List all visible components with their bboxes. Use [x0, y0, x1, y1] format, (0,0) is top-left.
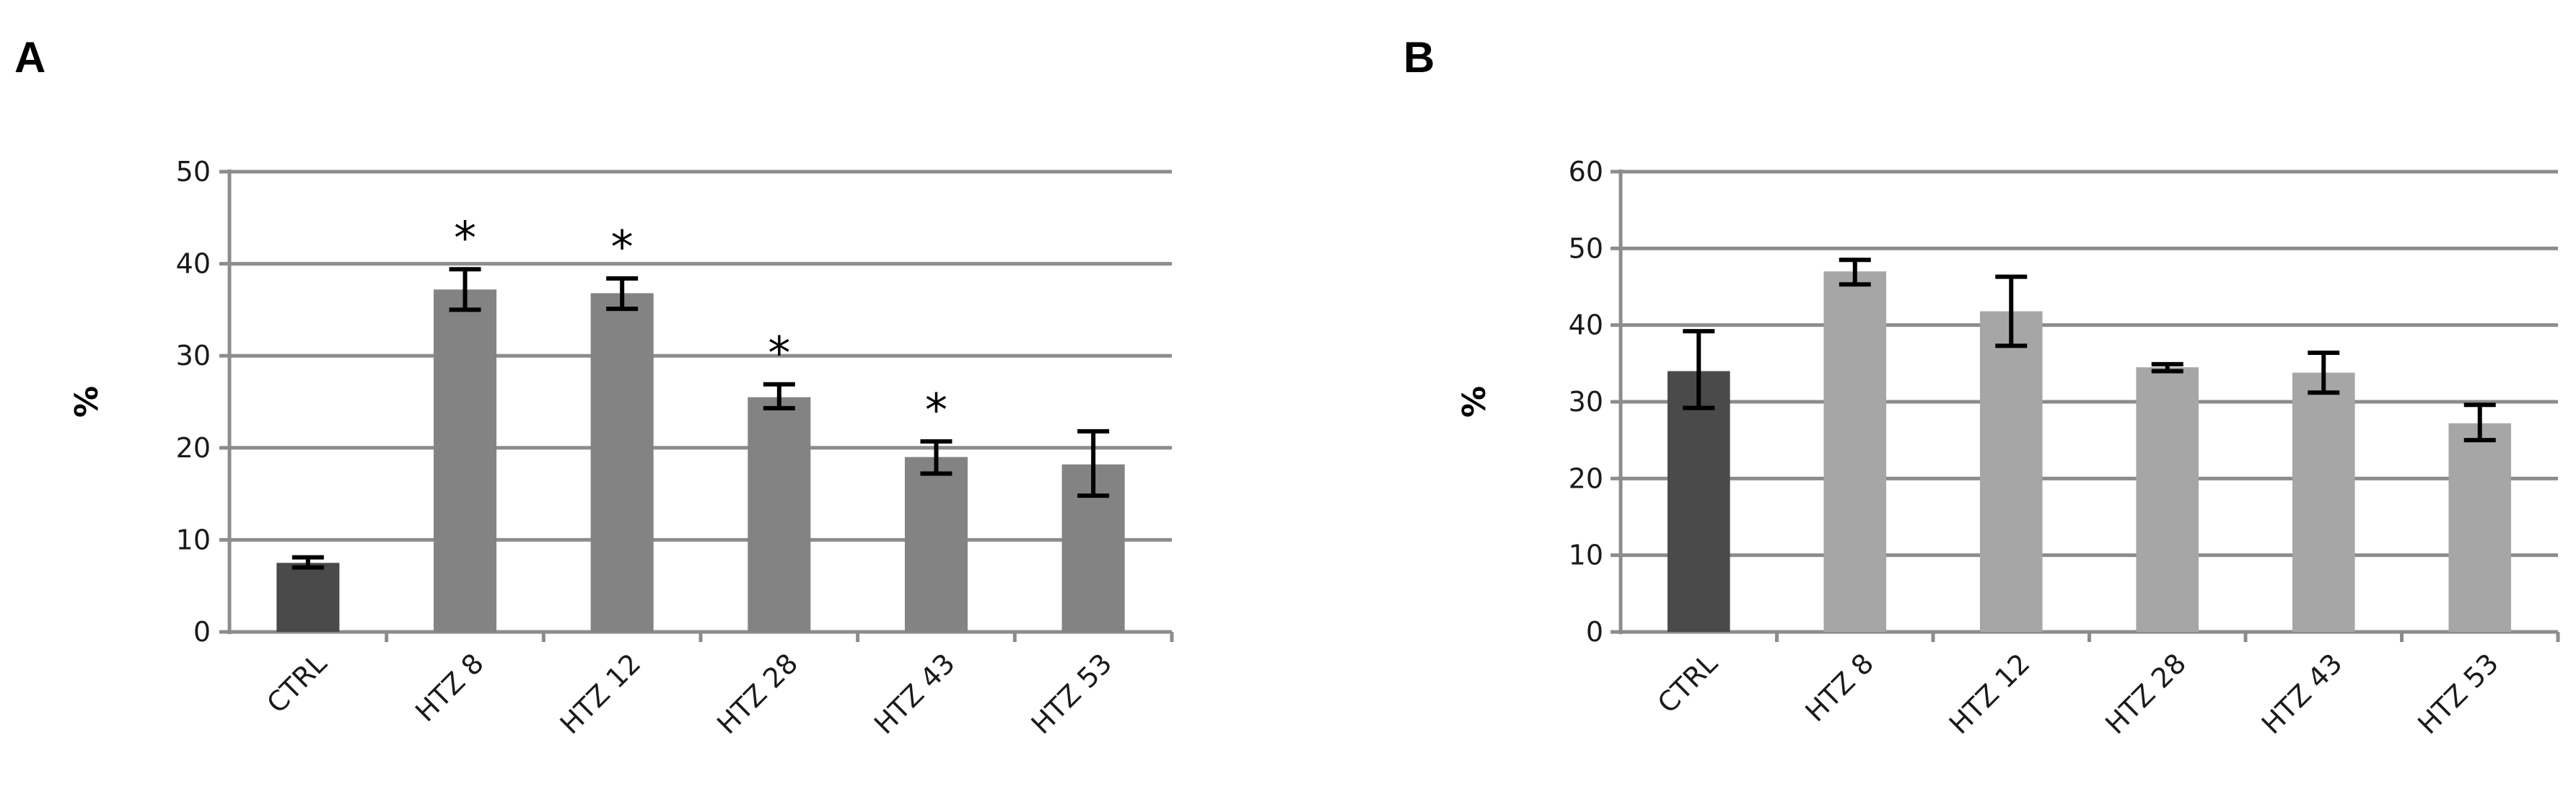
chart-panel-b: B 0 10 20 30 40 50 60% CTRL HTZ 8 HTZ 12 HTZ 28 HTZ … — [1403, 33, 2560, 740]
significance-marker: * — [768, 327, 790, 379]
y-tick-label: 50 — [1569, 232, 1603, 264]
x-tick-label: CTRL — [260, 647, 333, 719]
bar-htz-12 — [590, 293, 654, 632]
error-bar — [920, 439, 952, 476]
error-bar — [606, 276, 639, 312]
y-tick-label: 20 — [176, 432, 211, 464]
y-tick-label: 10 — [1569, 540, 1603, 571]
bar-htz-12 — [1979, 311, 2043, 632]
significance-marker: * — [611, 221, 634, 273]
x-tick-label: HTZ 53 — [1025, 647, 1118, 740]
bar-htz-53 — [2448, 423, 2512, 632]
y-tick-label: 40 — [176, 248, 211, 280]
y-tick-label: 30 — [1569, 386, 1603, 418]
chart-panel-a: A 0 10 20 30 40 50% CTRL * HTZ 8 * HTZ 12 * HTZ 28 * HT… — [14, 33, 1174, 740]
y-tick-label: 10 — [176, 524, 211, 555]
y-tick-label: 60 — [1569, 156, 1603, 188]
bar-htz-28 — [2136, 367, 2199, 632]
y-tick-label: 0 — [1586, 616, 1603, 648]
y-axis-title: % — [1456, 386, 1493, 418]
bar-htz-43 — [2292, 372, 2355, 632]
bar-ctrl — [1667, 371, 1730, 632]
error-bar — [1995, 274, 2028, 348]
significance-marker: * — [925, 384, 947, 436]
bar-htz-43 — [904, 457, 968, 632]
x-tick-label: HTZ 12 — [554, 647, 647, 740]
error-bar — [1839, 258, 1871, 287]
error-bar — [2151, 361, 2183, 374]
bar-ctrl — [276, 563, 340, 632]
y-tick-label: 0 — [193, 616, 211, 648]
x-tick-label: HTZ 43 — [2256, 647, 2349, 740]
significance-marker: * — [454, 211, 476, 264]
error-bar — [1683, 329, 1715, 410]
error-bar — [1077, 428, 1110, 498]
x-tick-label: HTZ 28 — [711, 647, 804, 740]
x-tick-label: CTRL — [1652, 647, 1724, 719]
y-tick-label: 50 — [176, 156, 211, 188]
y-tick-label: 20 — [1569, 462, 1603, 494]
error-bar — [449, 267, 481, 312]
x-tick-label: HTZ 28 — [2099, 647, 2192, 740]
bar-htz-28 — [748, 397, 811, 632]
bar-htz-8 — [1823, 271, 1887, 632]
x-tick-label: HTZ 53 — [2411, 647, 2505, 740]
error-bar — [2463, 403, 2496, 443]
y-tick-label: 40 — [1569, 309, 1603, 341]
bar-htz-8 — [433, 289, 497, 632]
y-tick-label: 30 — [176, 340, 211, 372]
x-tick-label: HTZ 12 — [1943, 647, 2036, 740]
x-tick-label: HTZ 8 — [1799, 647, 1880, 728]
panel-label: A — [14, 33, 45, 82]
x-tick-label: HTZ 8 — [409, 647, 490, 728]
panel-label: B — [1403, 33, 1434, 82]
error-bar — [763, 382, 795, 410]
y-axis-title: % — [69, 386, 105, 418]
error-bar — [292, 555, 324, 570]
x-tick-label: HTZ 43 — [868, 647, 961, 740]
error-bar — [2308, 350, 2340, 395]
